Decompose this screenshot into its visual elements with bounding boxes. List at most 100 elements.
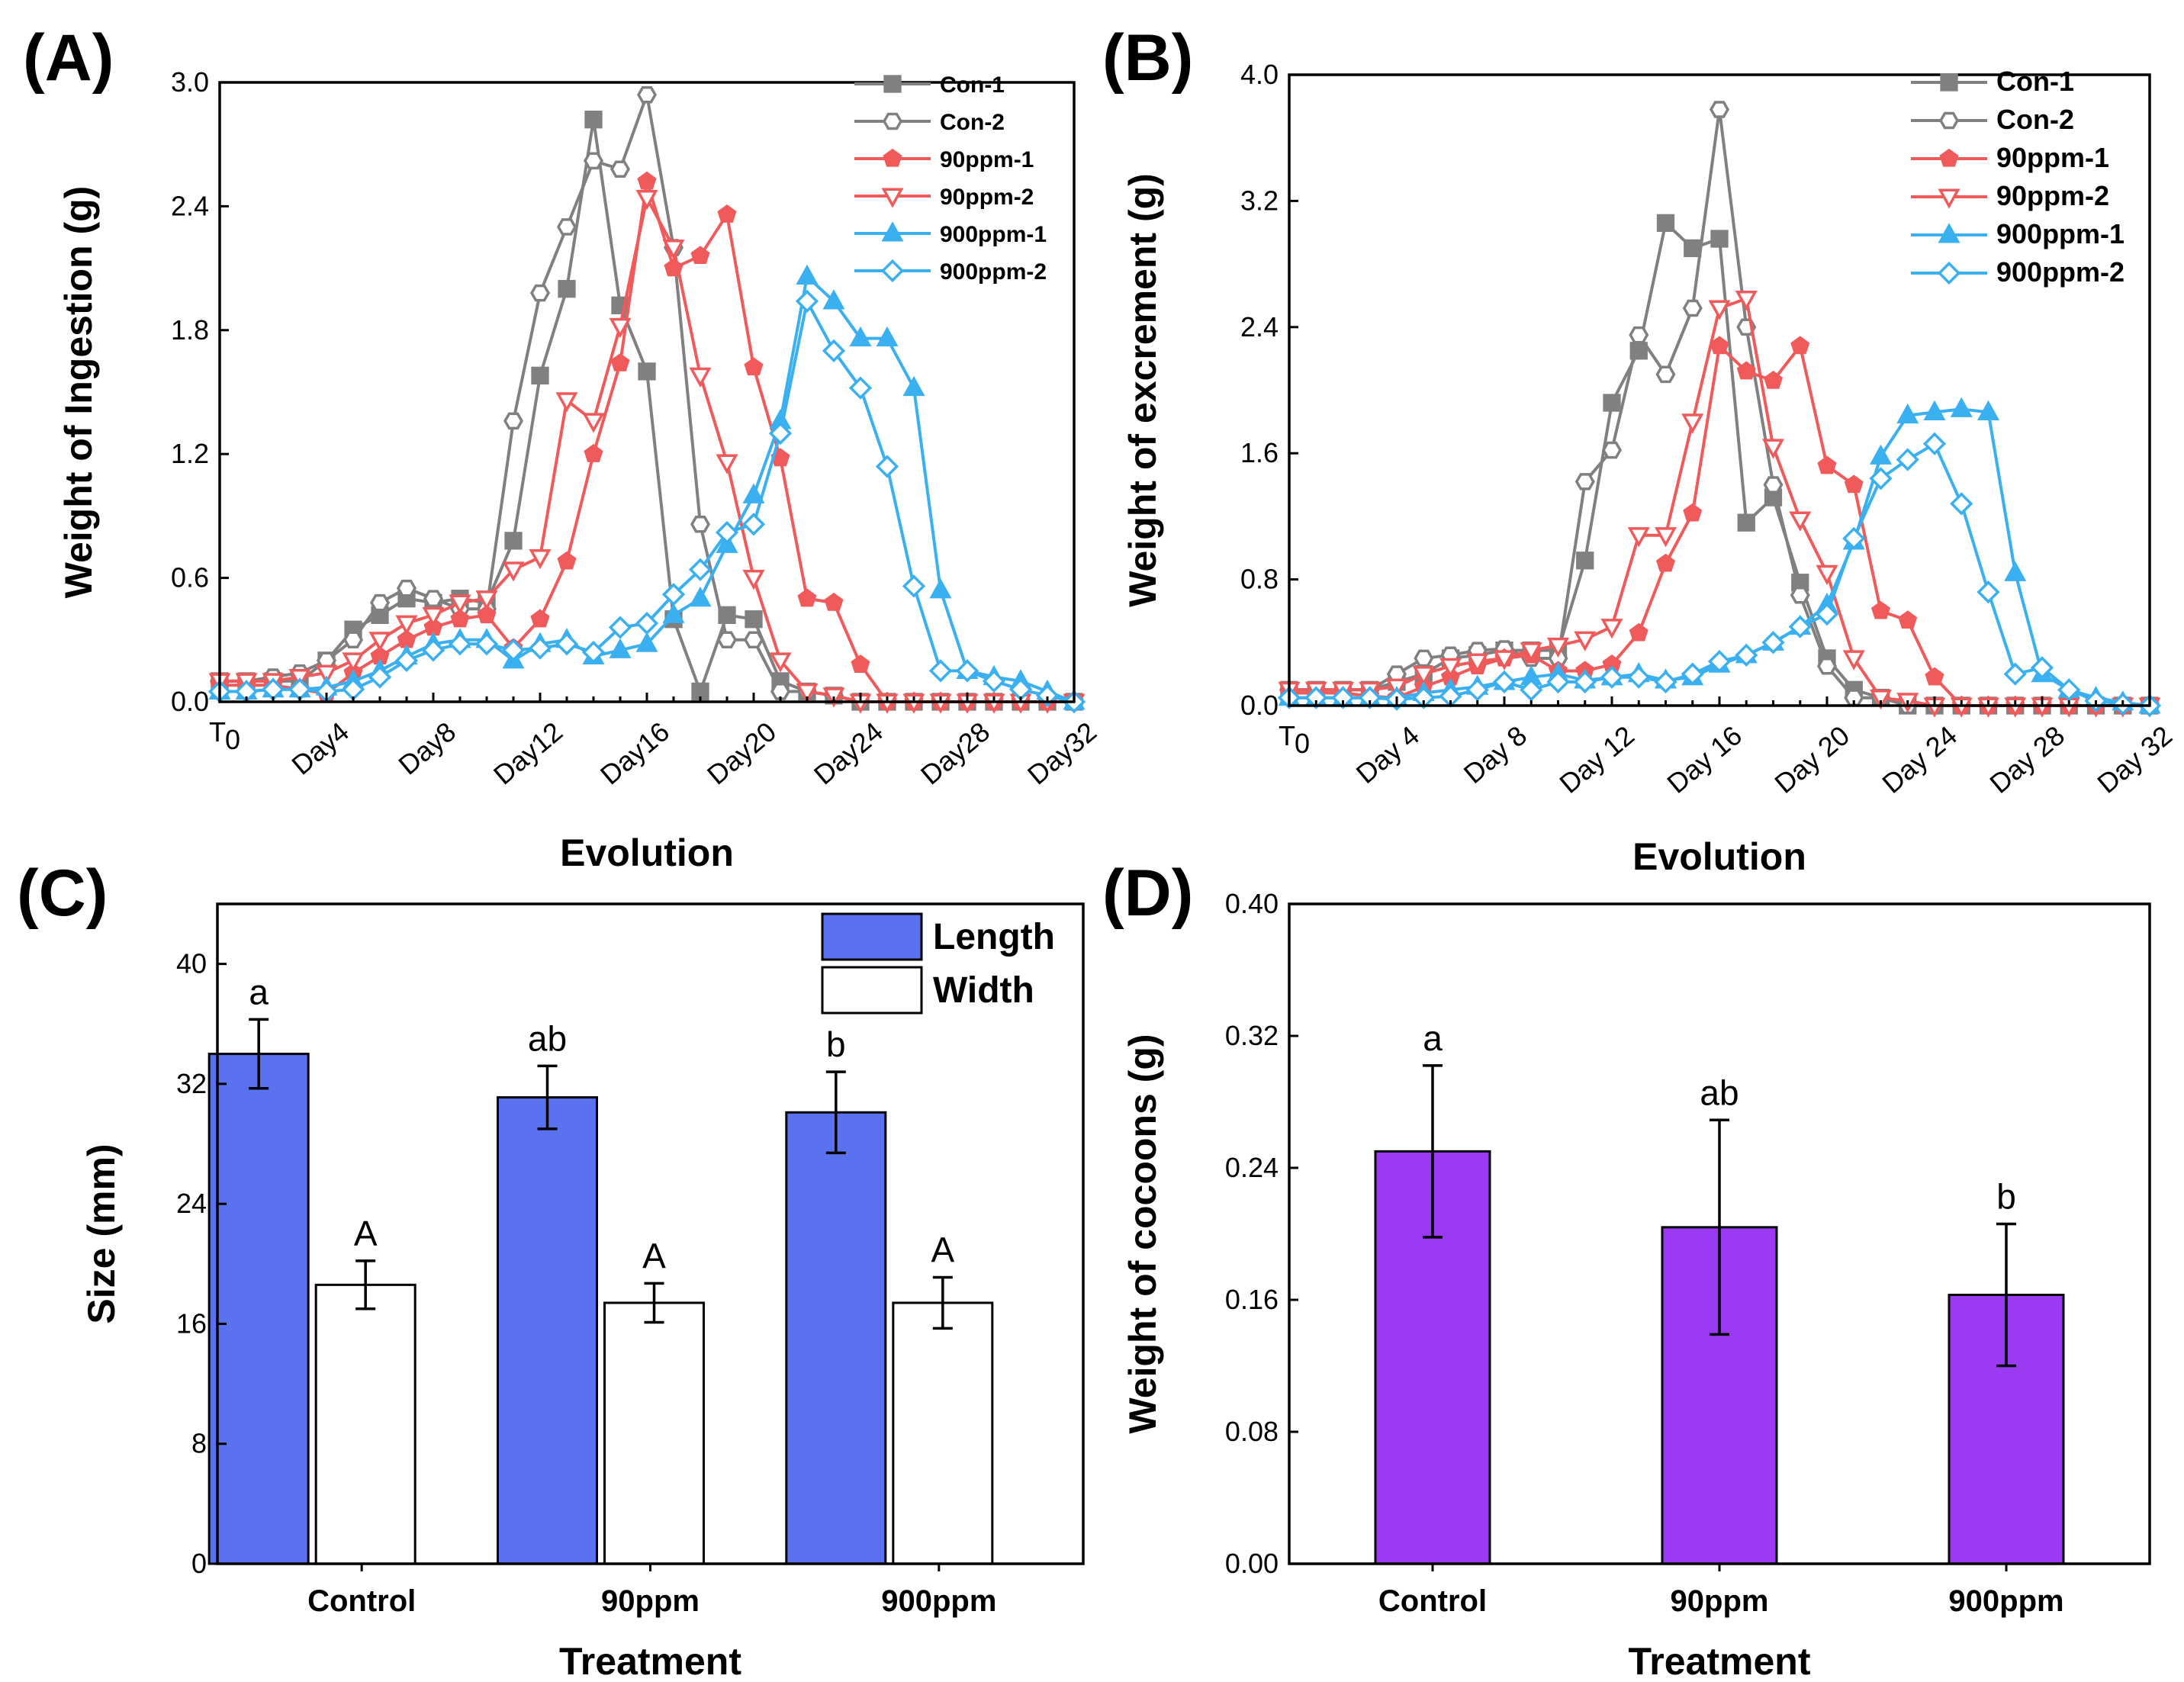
data-point: [1816, 658, 1838, 675]
data-point: [1950, 492, 1973, 516]
legend-marker: [1940, 73, 1958, 92]
data-point: [1656, 214, 1675, 232]
data-point: [609, 317, 632, 339]
legend-marker: [883, 148, 902, 167]
data-point: [1412, 686, 1436, 709]
data-point: [1763, 476, 1784, 494]
data-point: [768, 422, 793, 445]
data-point: [1627, 527, 1650, 548]
series-900ppm-2: [1277, 432, 2162, 718]
series-line: [1289, 296, 2150, 707]
data-point: [1492, 670, 1517, 694]
data-point: [1816, 564, 1838, 586]
data-point: [1681, 413, 1704, 434]
data-point: [1358, 686, 1381, 709]
data-point: [557, 551, 577, 570]
data-point: [1842, 650, 1865, 671]
data-point: [742, 570, 765, 590]
data-point: [743, 631, 764, 649]
data-point: [1737, 513, 1755, 532]
data-point: [1546, 670, 1570, 694]
data-point: [422, 606, 445, 628]
data-point: [449, 594, 471, 615]
x-tick-label: Day 28: [1983, 719, 2070, 799]
legend-label: Con-1: [940, 72, 1005, 98]
data-point: [556, 218, 577, 236]
y-tick-label: 0.16: [1225, 1284, 1279, 1315]
data-point: [796, 683, 819, 704]
series-90ppm-2: [208, 190, 1086, 714]
legend-marker: [1938, 111, 1960, 130]
x-tick-subscript: 0: [1295, 728, 1310, 759]
data-point: [1331, 686, 1355, 709]
data-point: [530, 609, 550, 628]
data-point: [662, 603, 685, 623]
x-tick-label: Day28: [915, 716, 996, 790]
y-tick-label: 16: [176, 1307, 207, 1339]
x-tick-label: Day16: [594, 716, 675, 790]
data-point: [1414, 649, 1434, 667]
data-point: [1789, 511, 1812, 532]
chart-A: 0.0 0.6 1.2 1.8 2.4 3.0 T 0 Day4 Day8 Day12 Day16 Da…: [23, 21, 1102, 874]
data-point: [2003, 662, 2027, 686]
x-tick-label: Day 8: [1458, 719, 1533, 790]
legend: Con-1 Con-2 90ppm-1 90ppm-2 900ppm-1 900ppm-2: [854, 72, 1047, 285]
x-tick-label: 90ppm: [601, 1584, 700, 1618]
data-point: [1842, 526, 1866, 550]
data-point: [610, 160, 631, 178]
data-point: [635, 632, 658, 652]
data-point: [1896, 403, 1919, 424]
data-point: [475, 590, 498, 611]
data-point: [1844, 474, 1864, 494]
data-point: [1520, 642, 1542, 663]
data-point: [824, 592, 844, 611]
y-axis-title: Weight of cocoons (g): [1121, 1034, 1164, 1433]
legend-marker: [880, 259, 905, 283]
data-point: [1736, 361, 1756, 380]
series-Con-1: [1280, 214, 2159, 715]
x-axis-title: Evolution: [1632, 835, 1806, 878]
data-point: [795, 289, 819, 314]
data-point: [742, 483, 765, 503]
x-tick-label: 90ppm: [1671, 1584, 1769, 1618]
x-tick-label: T: [209, 716, 226, 748]
data-point: [1761, 631, 1785, 654]
y-tick-label: 0.00: [1225, 1548, 1279, 1579]
data-point: [528, 636, 552, 660]
data-point: [1790, 336, 1810, 355]
data-point: [1573, 670, 1597, 694]
legend-swatch: [821, 912, 923, 961]
y-tick-label: 0.24: [1225, 1152, 1279, 1183]
legend-label: 900ppm-2: [940, 259, 1047, 285]
bar: [785, 1111, 887, 1565]
data-point: [503, 412, 524, 430]
data-point: [1790, 586, 1810, 604]
legend-marker: [1939, 148, 1959, 167]
data-point: [1681, 662, 1704, 686]
data-point: [608, 616, 632, 639]
data-point: [1574, 631, 1597, 651]
data-point: [1709, 101, 1730, 118]
x-tick-label: Day8: [392, 716, 462, 780]
legend-label: Con-2: [940, 110, 1005, 135]
data-point: [1035, 683, 1060, 708]
y-axis-title: Weight of excrement (g): [1121, 173, 1164, 607]
bar: [497, 1096, 598, 1565]
bar: [892, 1301, 994, 1565]
significance-label: a: [1423, 1018, 1443, 1058]
data-point: [1304, 686, 1328, 709]
data-point: [661, 583, 686, 606]
data-point: [1412, 666, 1435, 687]
legend-label: Con-2: [1996, 104, 2074, 135]
data-point: [1466, 653, 1489, 674]
data-point: [741, 513, 766, 536]
y-tick-label: 1.8: [171, 314, 209, 346]
y-tick-label: 40: [176, 948, 207, 979]
bar: [207, 1053, 310, 1565]
legend-label: Width: [933, 970, 1034, 1011]
y-tick-label: 0.8: [1240, 564, 1279, 595]
x-tick-label: Day 4: [1350, 719, 1425, 790]
x-tick-label: Day24: [808, 716, 889, 790]
data-point: [1629, 326, 1649, 344]
